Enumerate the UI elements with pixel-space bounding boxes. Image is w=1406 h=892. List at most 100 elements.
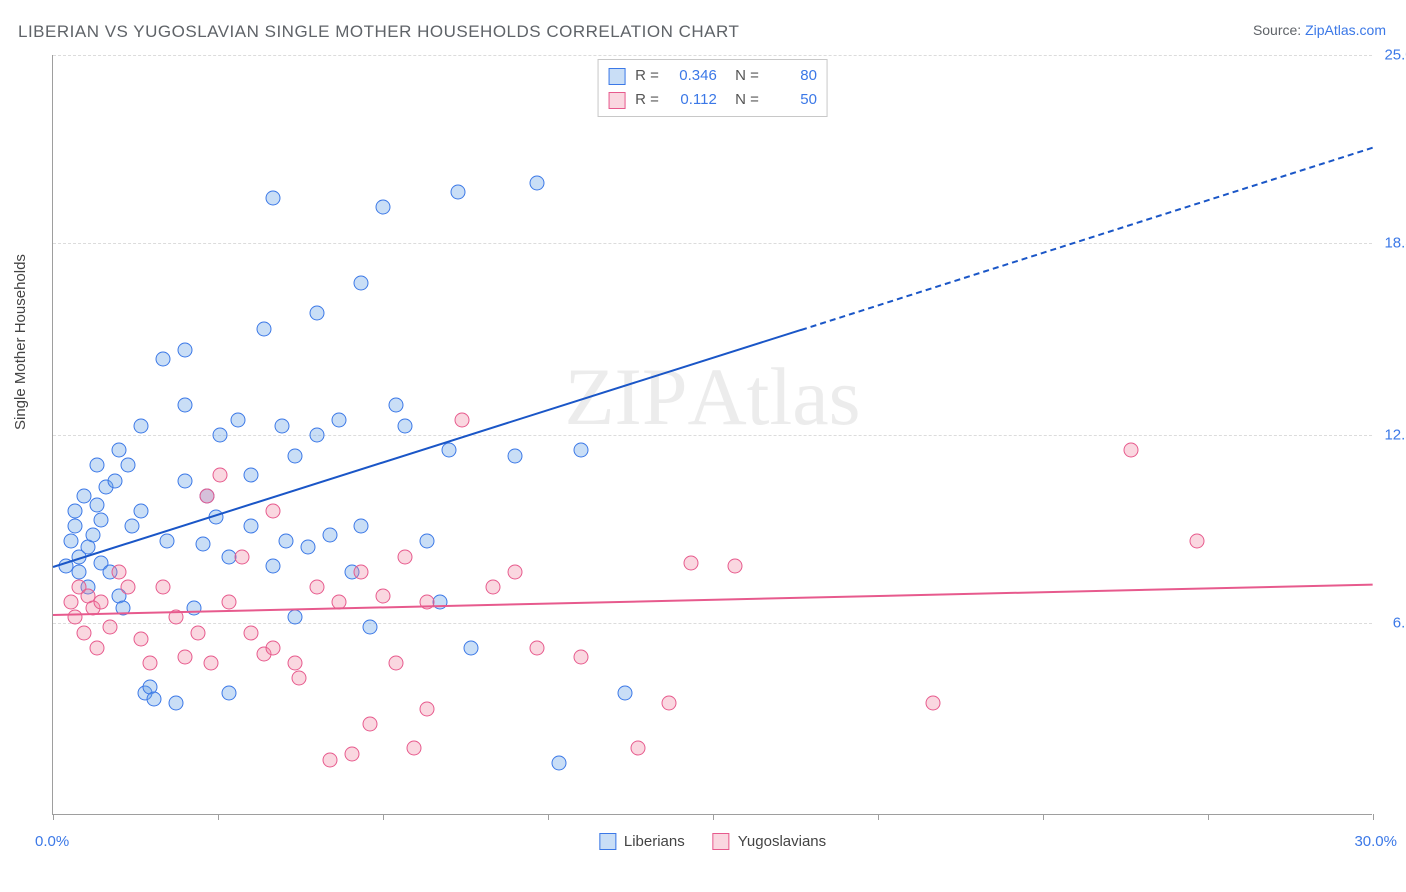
data-point (552, 756, 567, 771)
data-point (134, 504, 149, 519)
gridline (53, 55, 1372, 56)
legend-item: Yugoslavians (713, 833, 826, 850)
data-point (235, 549, 250, 564)
legend-label: Liberians (624, 833, 685, 850)
data-point (120, 580, 135, 595)
data-point (354, 564, 369, 579)
gridline (53, 243, 1372, 244)
data-point (530, 640, 545, 655)
n-value: 50 (769, 88, 817, 112)
data-point (204, 656, 219, 671)
data-point (288, 656, 303, 671)
data-point (420, 701, 435, 716)
data-point (1124, 443, 1139, 458)
data-point (292, 671, 307, 686)
data-point (195, 537, 210, 552)
data-point (389, 656, 404, 671)
regression-line (53, 584, 1373, 616)
x-axis-tick (548, 814, 549, 820)
data-point (90, 640, 105, 655)
legend-swatch (608, 92, 625, 109)
data-point (266, 640, 281, 655)
data-point (574, 649, 589, 664)
data-point (508, 449, 523, 464)
data-point (107, 473, 122, 488)
data-point (310, 306, 325, 321)
data-point (618, 686, 633, 701)
regression-line (801, 146, 1374, 330)
data-point (76, 625, 91, 640)
data-point (222, 686, 237, 701)
data-point (120, 458, 135, 473)
stat-label: N = (727, 64, 759, 88)
data-point (684, 555, 699, 570)
data-point (442, 443, 457, 458)
source-attribution: Source: ZipAtlas.com (1253, 22, 1386, 38)
gridline (53, 435, 1372, 436)
data-point (178, 473, 193, 488)
data-point (90, 497, 105, 512)
data-point (191, 625, 206, 640)
data-point (125, 519, 140, 534)
x-axis-tick (1208, 814, 1209, 820)
legend-item: Liberians (599, 833, 685, 850)
data-point (160, 534, 175, 549)
data-point (398, 418, 413, 433)
data-point (332, 412, 347, 427)
x-axis-tick (53, 814, 54, 820)
stat-label: R = (635, 64, 659, 88)
source-link[interactable]: ZipAtlas.com (1305, 22, 1386, 38)
data-point (68, 610, 83, 625)
data-point (486, 580, 501, 595)
legend-label: Yugoslavians (738, 833, 826, 850)
data-point (310, 580, 325, 595)
data-point (94, 595, 109, 610)
data-point (301, 540, 316, 555)
data-point (266, 504, 281, 519)
legend-swatch (599, 833, 616, 850)
data-point (134, 631, 149, 646)
data-point (455, 412, 470, 427)
data-point (244, 467, 259, 482)
data-point (926, 695, 941, 710)
data-point (142, 656, 157, 671)
data-point (186, 601, 201, 616)
data-point (398, 549, 413, 564)
data-point (389, 397, 404, 412)
plot-area: ZIPAtlas R =0.346 N =80R =0.112 N =50 Li… (52, 55, 1372, 815)
data-point (103, 619, 118, 634)
data-point (244, 625, 259, 640)
data-point (406, 741, 421, 756)
x-axis-tick (878, 814, 879, 820)
correlation-stats-box: R =0.346 N =80R =0.112 N =50 (597, 59, 828, 117)
x-axis-tick (218, 814, 219, 820)
series-legend: Liberians Yugoslavians (599, 833, 826, 850)
data-point (94, 513, 109, 528)
data-point (433, 595, 448, 610)
data-point (112, 443, 127, 458)
data-point (72, 564, 87, 579)
data-point (323, 753, 338, 768)
data-point (85, 528, 100, 543)
data-point (112, 564, 127, 579)
data-point (345, 747, 360, 762)
data-point (213, 428, 228, 443)
data-point (662, 695, 677, 710)
data-point (90, 458, 105, 473)
legend-swatch (713, 833, 730, 850)
source-label: Source: (1253, 22, 1305, 38)
data-point (530, 175, 545, 190)
data-point (134, 418, 149, 433)
data-point (420, 534, 435, 549)
x-axis-tick (1043, 814, 1044, 820)
data-point (156, 352, 171, 367)
data-point (288, 449, 303, 464)
y-axis-tick-label: 6.3% (1393, 615, 1406, 632)
data-point (156, 580, 171, 595)
data-point (362, 619, 377, 634)
data-point (222, 595, 237, 610)
data-point (279, 534, 294, 549)
data-point (508, 564, 523, 579)
chart-container: LIBERIAN VS YUGOSLAVIAN SINGLE MOTHER HO… (0, 0, 1406, 892)
r-value: 0.112 (669, 88, 717, 112)
